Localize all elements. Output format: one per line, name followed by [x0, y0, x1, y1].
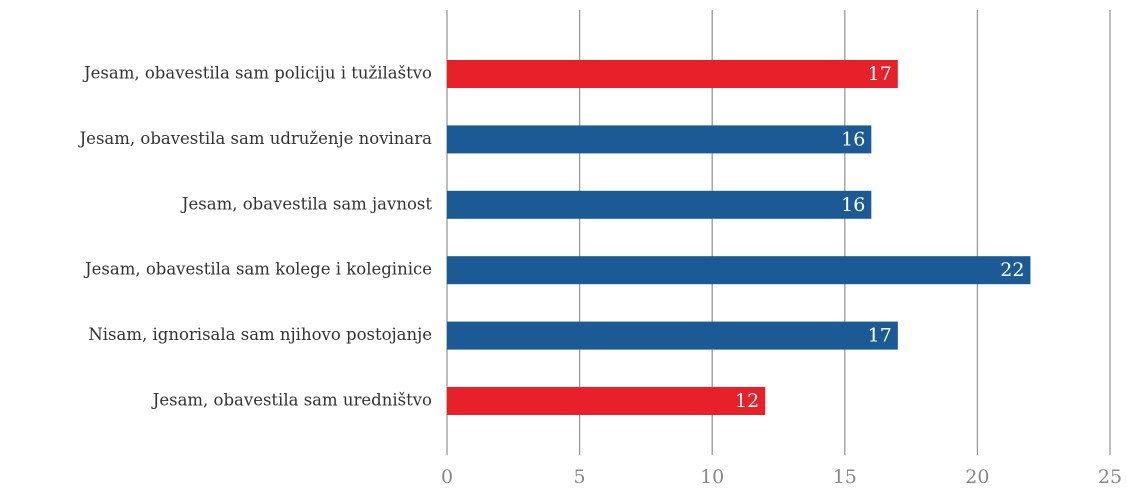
x-tick-label: 10 [700, 466, 724, 488]
x-tick-label: 25 [1098, 466, 1122, 488]
value-label: 22 [1000, 259, 1024, 281]
bar [447, 125, 872, 154]
value-label: 16 [841, 194, 865, 216]
x-tick-label: 5 [574, 466, 586, 488]
bar [447, 190, 872, 219]
bar [447, 256, 1031, 285]
category-label: Jesam, obavestila sam policiju i tužilaš… [82, 64, 432, 83]
category-label: Jesam, obavestila sam uredništvo [151, 391, 432, 410]
category-label: Jesam, obavestila sam udruženje novinara [78, 129, 433, 148]
category-label: Nisam, ignorisala sam njihovo postojanje [88, 325, 432, 344]
x-tick-label: 20 [965, 466, 989, 488]
bar [447, 60, 898, 88]
value-label: 17 [868, 325, 892, 347]
value-label: 17 [868, 63, 892, 85]
x-tick-label: 0 [441, 466, 453, 488]
x-tick-label: 15 [833, 466, 857, 488]
bar [447, 321, 898, 350]
category-label: Jesam, obavestila sam kolege i koleginic… [83, 260, 432, 279]
value-label: 12 [735, 390, 759, 412]
value-label: 16 [841, 128, 865, 150]
category-label: Jesam, obavestila sam javnost [180, 194, 432, 213]
bar [447, 387, 766, 415]
